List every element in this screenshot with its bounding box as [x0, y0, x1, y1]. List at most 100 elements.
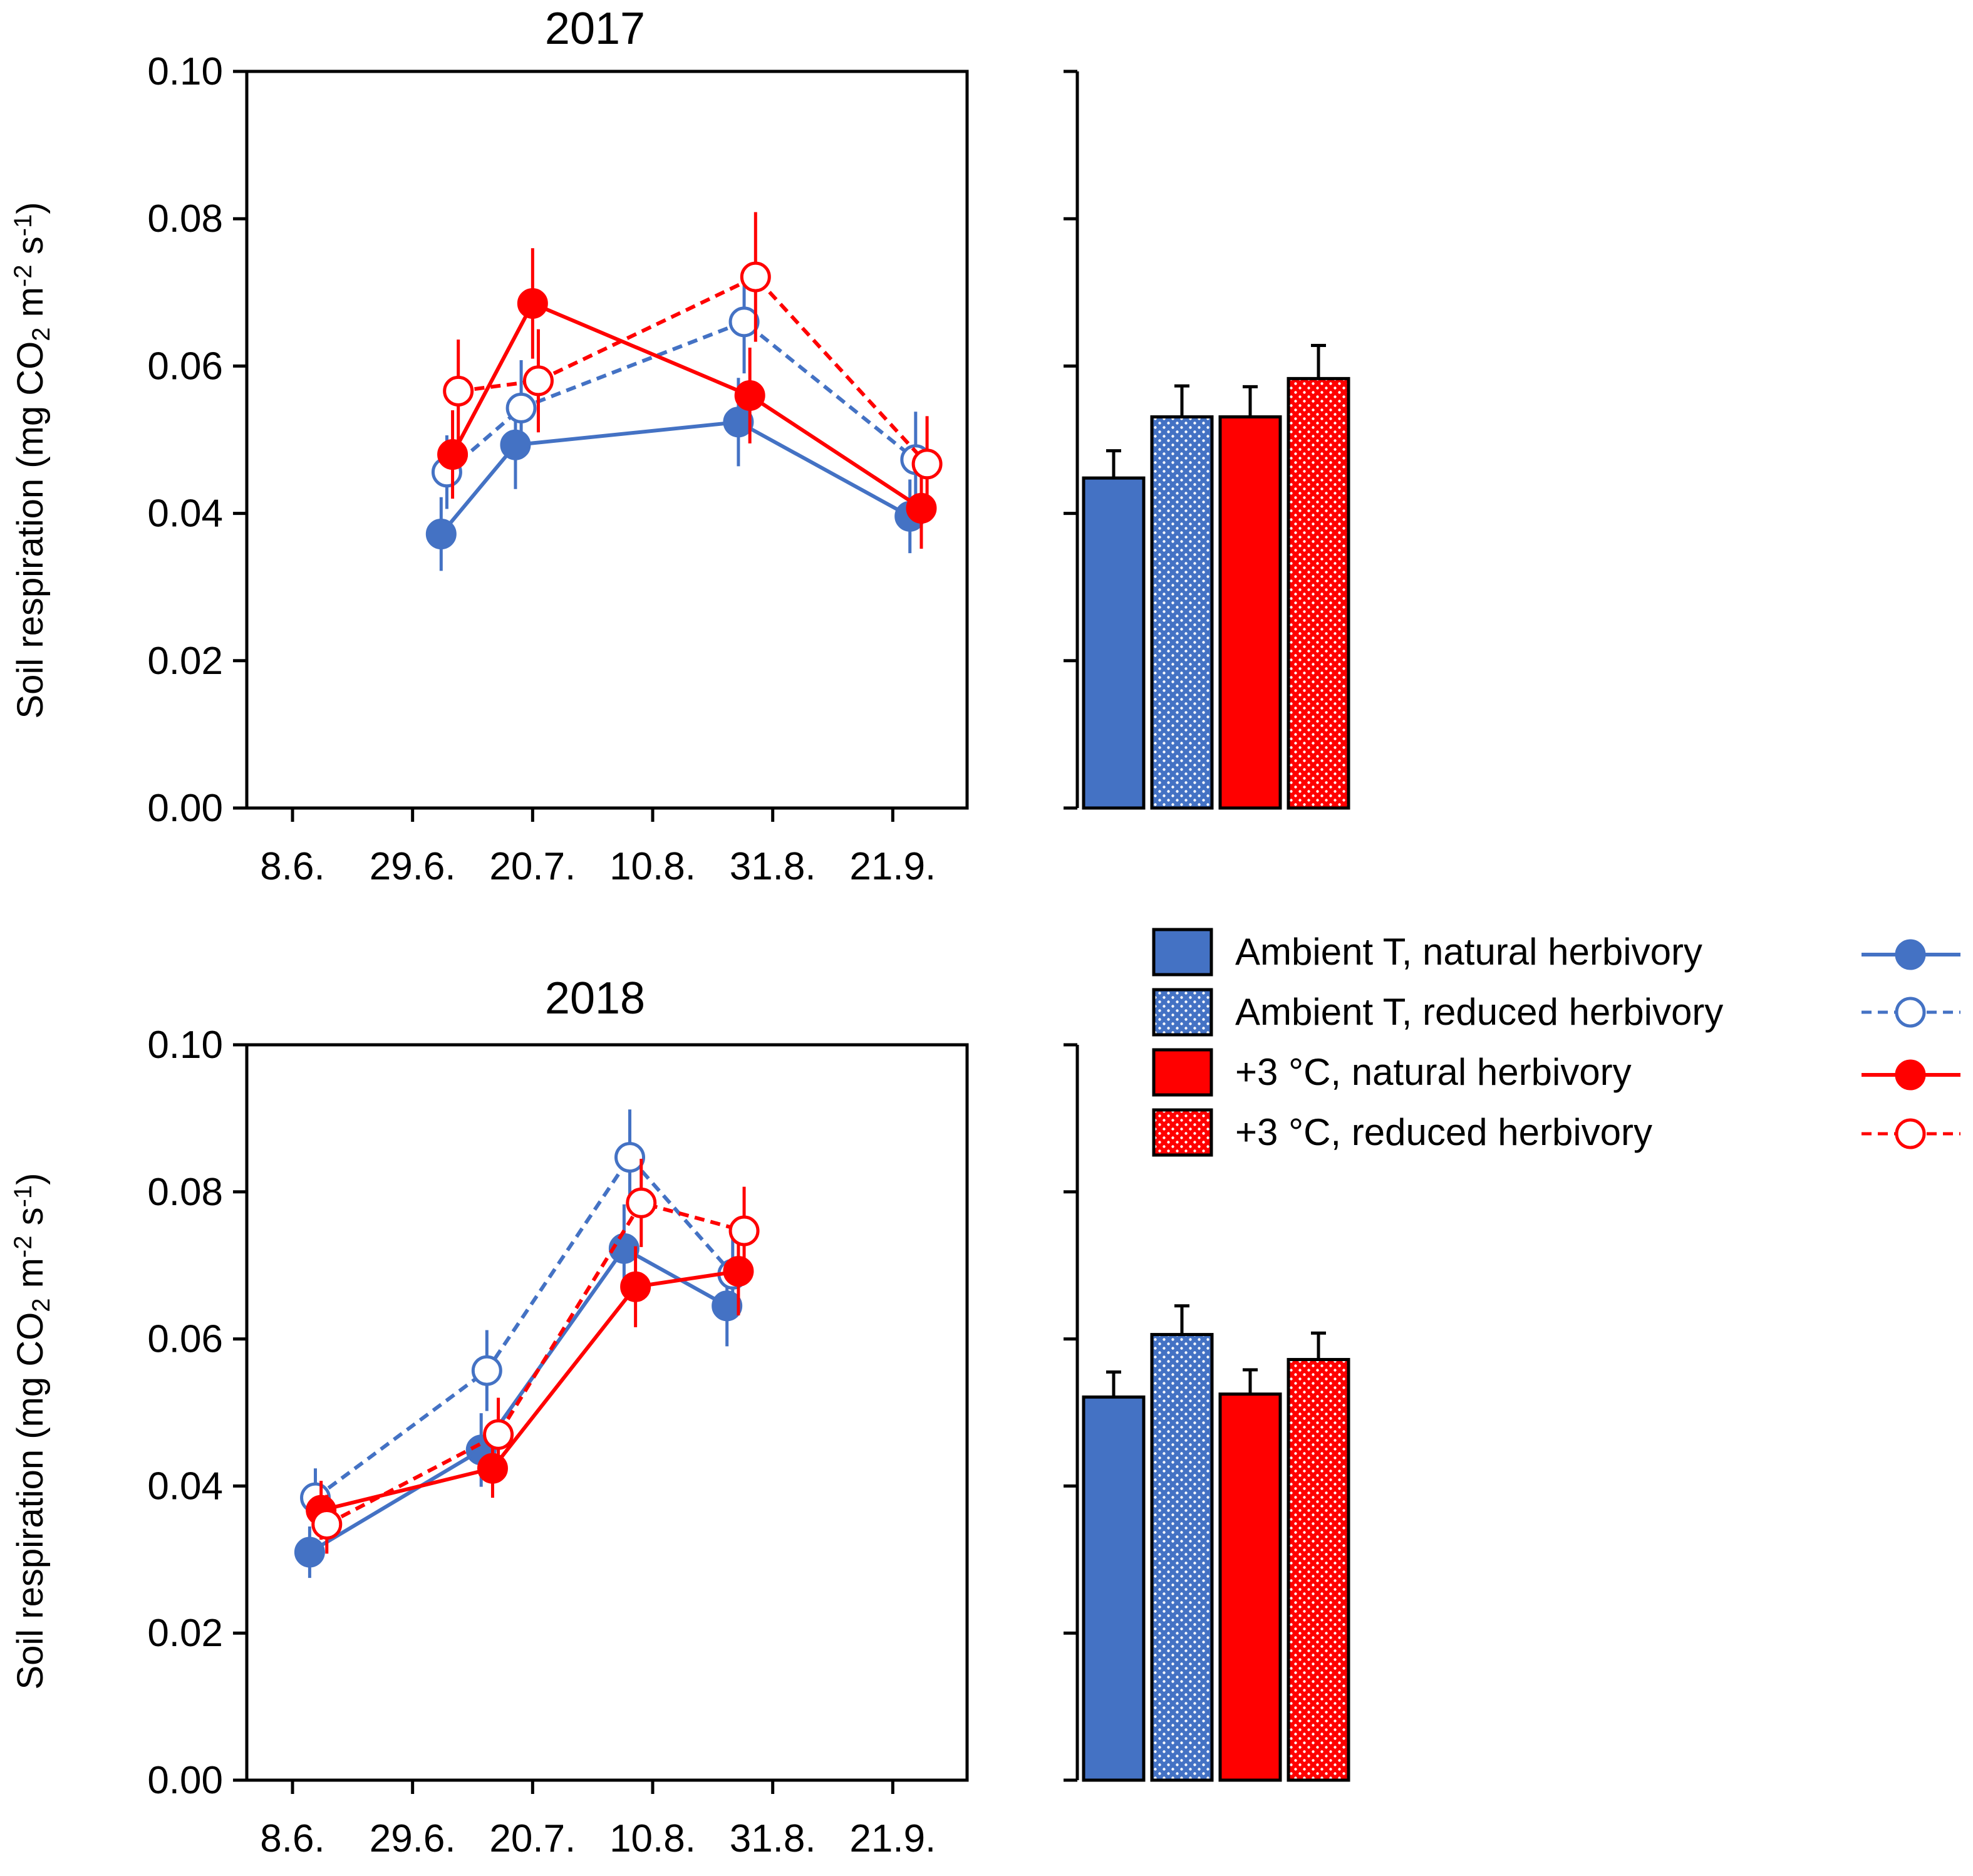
- x-tick-label: 29.6.: [370, 845, 456, 888]
- x-tick-label: 10.8.: [609, 845, 696, 888]
- bar: [1218, 415, 1282, 810]
- x-tick-label: 31.8.: [730, 845, 816, 888]
- bar: [1150, 415, 1214, 810]
- x-tick-label: 29.6.: [370, 1817, 456, 1860]
- data-point: [505, 392, 537, 423]
- bar: [1082, 476, 1146, 810]
- series-line: [450, 301, 923, 510]
- data-point: [443, 375, 474, 407]
- series-line: [440, 420, 911, 536]
- legend-line-ambient-reduced: [1862, 997, 1960, 1028]
- bar-chart-2018: [1064, 1043, 1350, 1782]
- legend-marker-open-blue: [1895, 997, 1926, 1028]
- y-tick-label: 0.02: [147, 1612, 223, 1655]
- legend-marker-open-red: [1895, 1118, 1926, 1149]
- legend-marker-filled-red: [1895, 1059, 1926, 1091]
- y-tick-label: 0.08: [147, 1171, 223, 1214]
- series-1: [294, 1204, 743, 1578]
- data-point: [712, 1290, 743, 1322]
- line-chart-2018: 2018 Soil respiration (mg CO2 m-2 s-1) 0…: [9, 973, 969, 1860]
- chart-title-2017: 2017: [545, 4, 645, 54]
- y-tick-label: 0.00: [147, 787, 223, 830]
- series-line: [320, 1269, 739, 1513]
- data-point: [728, 306, 760, 338]
- y-tick-label: 0.00: [147, 1759, 223, 1802]
- data-point: [471, 1355, 502, 1386]
- data-point: [723, 1256, 754, 1287]
- y-tick-label: 0.04: [147, 1464, 223, 1508]
- x-tick-label: 31.8.: [730, 1817, 816, 1860]
- x-tick-label: 8.6.: [260, 1817, 324, 1860]
- data-point: [626, 1187, 657, 1218]
- data-point: [911, 448, 943, 480]
- bar: [1218, 1392, 1282, 1782]
- data-point: [723, 407, 754, 438]
- series-4: [311, 1158, 760, 1554]
- legend-marker-filled-blue: [1895, 939, 1926, 970]
- data-point: [294, 1537, 325, 1568]
- data-point: [522, 365, 554, 396]
- data-point: [608, 1233, 640, 1264]
- legend-line-ambient-natural: [1862, 939, 1960, 970]
- data-point: [614, 1142, 646, 1173]
- x-tick-label: 21.9.: [849, 845, 936, 888]
- legend-label-ambient-reduced: Ambient T, reduced herbivory: [1235, 991, 1723, 1033]
- y-tick-label: 0.06: [147, 345, 223, 388]
- data-point: [906, 492, 937, 524]
- x-tick-label: 8.6.: [260, 845, 324, 888]
- bar-chart-2017: [1064, 70, 1350, 810]
- data-point: [483, 1419, 514, 1450]
- y-axis-label-2017: Soil respiration (mg CO2 m-2 s-1): [9, 202, 55, 718]
- legend-item: +3 °C, natural herbivory: [1152, 1048, 1632, 1097]
- chart-title-2018: 2018: [545, 973, 645, 1024]
- data-point: [734, 380, 765, 411]
- data-point: [740, 261, 771, 293]
- data-point: [311, 1508, 343, 1540]
- data-point: [517, 288, 548, 319]
- y-tick-label: 0.08: [147, 197, 223, 241]
- bar: [1287, 1357, 1350, 1782]
- line-chart-2017: 2017 Soil respiration (mg CO2 m-2 s-1) 0…: [9, 4, 969, 888]
- plot-frame: [245, 70, 969, 810]
- series-line: [445, 319, 917, 474]
- series-2: [300, 1109, 748, 1528]
- y-tick-label: 0.04: [147, 492, 223, 536]
- series-2: [431, 270, 931, 509]
- legend-item: +3 °C, reduced herbivory: [1152, 1108, 1652, 1157]
- legend-label-warm-reduced: +3 °C, reduced herbivory: [1235, 1111, 1652, 1153]
- legend-swatch-warm-natural: [1152, 1048, 1213, 1097]
- legend-line-warm-natural: [1862, 1059, 1960, 1091]
- x-tick-label: 20.7.: [489, 1817, 576, 1860]
- series-line: [326, 1200, 745, 1526]
- legend-swatch-warm-reduced: [1152, 1108, 1213, 1157]
- x-tick-label: 10.8.: [609, 1817, 696, 1860]
- plot-frame: [245, 1043, 969, 1782]
- legend-item: Ambient T, reduced herbivory: [1152, 988, 1723, 1037]
- y-tick-label: 0.10: [147, 1024, 223, 1067]
- y-tick-label: 0.02: [147, 640, 223, 683]
- bar: [1150, 1333, 1214, 1782]
- bar: [1082, 1395, 1146, 1782]
- legend: Ambient T, natural herbivory Ambient T, …: [1152, 928, 1960, 1157]
- x-tick-label: 21.9.: [849, 1817, 936, 1860]
- legend-item: Ambient T, natural herbivory: [1152, 928, 1702, 977]
- y-tick-label: 0.10: [147, 50, 223, 93]
- y-axis-label-2018: Soil respiration (mg CO2 m-2 s-1): [9, 1173, 55, 1689]
- data-point: [620, 1271, 651, 1302]
- y-tick-label: 0.06: [147, 1318, 223, 1361]
- series-line: [458, 274, 929, 465]
- legend-label-ambient-natural: Ambient T, natural herbivory: [1235, 931, 1702, 973]
- series-line: [314, 1154, 735, 1500]
- legend-line-warm-reduced: [1862, 1118, 1960, 1149]
- bar: [1287, 376, 1350, 810]
- legend-swatch-ambient-reduced: [1152, 988, 1213, 1037]
- x-tick-label: 20.7.: [489, 845, 576, 888]
- data-point: [437, 439, 469, 470]
- data-point: [477, 1453, 508, 1484]
- data-point: [728, 1215, 760, 1246]
- series-4: [443, 212, 943, 512]
- data-point: [500, 429, 531, 460]
- legend-swatch-ambient-natural: [1152, 928, 1213, 977]
- legend-label-warm-natural: +3 °C, natural herbivory: [1235, 1051, 1632, 1093]
